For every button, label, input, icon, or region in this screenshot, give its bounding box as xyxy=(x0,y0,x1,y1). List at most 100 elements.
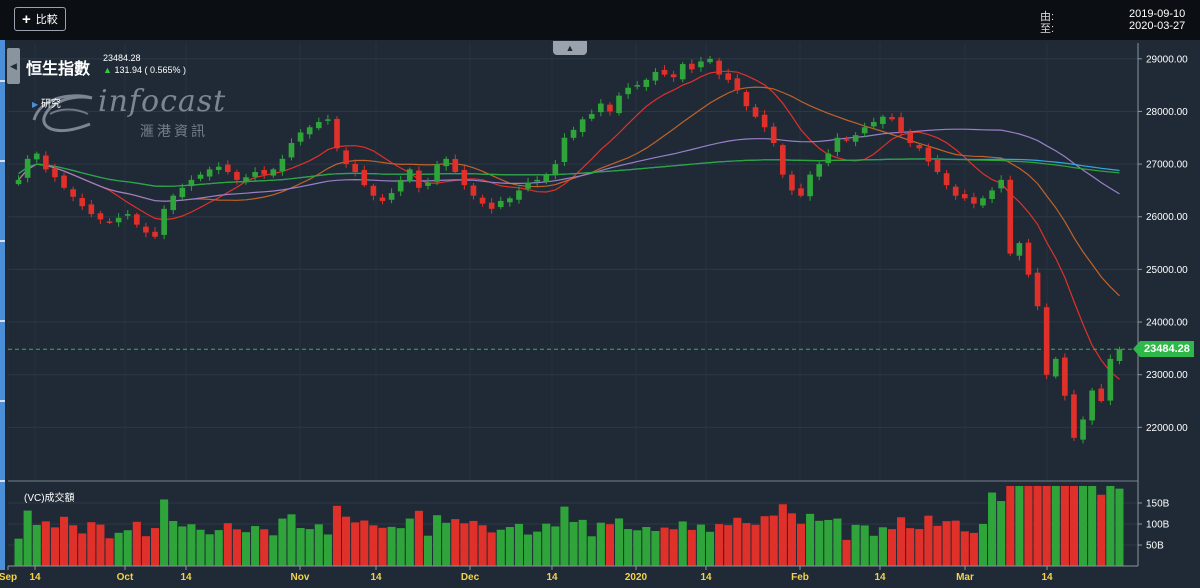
candle-body xyxy=(379,197,386,201)
volume-bar xyxy=(624,529,633,566)
candle-body xyxy=(834,137,841,152)
infocast-logo: infocast 滙港資訊 xyxy=(30,84,242,142)
candle-body xyxy=(907,132,914,144)
volume-bar xyxy=(332,505,342,566)
candle-body xyxy=(397,179,404,192)
volume-bar xyxy=(150,528,160,566)
volume-bar xyxy=(414,510,423,566)
candle-body xyxy=(1098,388,1105,402)
volume-bar xyxy=(141,536,150,566)
candle-body xyxy=(243,177,249,182)
candle-body xyxy=(980,198,986,206)
candle-body xyxy=(434,164,440,182)
candle-body xyxy=(870,121,877,127)
volume-bar xyxy=(669,529,678,566)
volume-bar xyxy=(1051,486,1060,566)
candlesticks xyxy=(15,55,1123,444)
volume-bar xyxy=(796,523,806,566)
volume-bar xyxy=(114,532,123,566)
volume-bar xyxy=(924,515,933,566)
volume-bar xyxy=(978,523,988,566)
candle-body xyxy=(752,107,759,117)
volume-tick-label: 100B xyxy=(1146,520,1170,531)
time-tick-label: Feb xyxy=(791,572,809,583)
volume-bar xyxy=(96,524,105,566)
from-date[interactable]: 2019-09-10 xyxy=(1129,8,1186,20)
volume-bar xyxy=(514,523,524,566)
volume-bar xyxy=(860,525,869,566)
compare-button[interactable]: + 比較 xyxy=(14,7,66,31)
plus-icon: + xyxy=(22,10,31,28)
candle-body xyxy=(716,60,722,75)
volume-bar xyxy=(69,525,78,566)
candle-body xyxy=(561,137,568,163)
left-tool-strip[interactable] xyxy=(0,40,5,570)
time-tick-label: 14 xyxy=(874,572,886,583)
candle-body xyxy=(1107,358,1114,401)
volume-bar xyxy=(587,536,596,566)
candle-body xyxy=(352,163,359,172)
volume-bar xyxy=(451,519,460,566)
volume-bar xyxy=(423,535,433,566)
time-tick-label: 14 xyxy=(546,572,558,583)
candle-body xyxy=(97,213,104,220)
volume-bar xyxy=(969,532,978,566)
volume-bar xyxy=(105,538,114,566)
candle-body xyxy=(925,147,932,162)
volume-bar xyxy=(906,528,915,566)
volume-bar xyxy=(205,534,214,566)
candle-body xyxy=(607,104,613,112)
volume-bar xyxy=(705,531,715,566)
volume-bar xyxy=(633,530,642,566)
volume-tick-label: 150B xyxy=(1146,499,1170,510)
candle-body xyxy=(325,119,331,121)
volume-bar xyxy=(833,518,842,566)
volume-bar xyxy=(32,524,41,566)
volume-bar xyxy=(897,517,906,566)
volume-bar xyxy=(960,531,969,566)
volume-bar xyxy=(87,522,96,566)
candle-body xyxy=(143,226,149,233)
candle-body xyxy=(497,200,504,208)
from-label: 由: xyxy=(1040,11,1055,23)
side-panel-toggle-button[interactable]: ◀ xyxy=(7,48,20,84)
volume-bar xyxy=(360,520,369,566)
volume-bar xyxy=(542,523,551,566)
volume-bar xyxy=(496,529,505,566)
candle-body xyxy=(770,126,777,144)
candle-body xyxy=(588,114,595,119)
volume-bar xyxy=(815,520,824,566)
volume-bar xyxy=(1106,486,1115,566)
candle-body xyxy=(579,119,586,132)
volume-bar xyxy=(305,529,314,566)
volume-bar xyxy=(269,535,278,566)
volume-bar xyxy=(687,529,696,566)
candle-body xyxy=(898,117,904,133)
index-name: 恒生指數 xyxy=(26,61,91,78)
candle-body xyxy=(152,231,158,237)
volume-bar xyxy=(123,530,132,566)
candle-body xyxy=(161,208,167,235)
volume-bar xyxy=(1115,488,1124,566)
candle-body xyxy=(15,179,22,185)
candle-body xyxy=(661,69,668,75)
candle-body xyxy=(288,143,295,158)
time-tick-label: Nov xyxy=(291,572,310,583)
candle-body xyxy=(343,150,349,165)
volume-bar xyxy=(196,529,205,566)
candle-body xyxy=(507,198,513,203)
candle-body xyxy=(406,169,413,182)
volume-bar xyxy=(178,526,187,566)
price-tick-label: 29000.00 xyxy=(1146,54,1188,65)
volume-bar xyxy=(223,523,232,566)
candle-body xyxy=(652,71,659,81)
research-toggle[interactable]: ▶ 研究 xyxy=(32,95,61,110)
to-date[interactable]: 2020-03-27 xyxy=(1129,20,1186,32)
chart-axes: 22000.00 23000.00 24000.00 25000.00 26000.00… xyxy=(0,43,1188,583)
collapse-toggle-button[interactable]: ▲ xyxy=(553,41,587,55)
candle-body xyxy=(625,87,631,95)
candle-body xyxy=(689,63,695,70)
candle-body xyxy=(425,182,431,186)
time-tick-label: 14 xyxy=(29,572,41,583)
